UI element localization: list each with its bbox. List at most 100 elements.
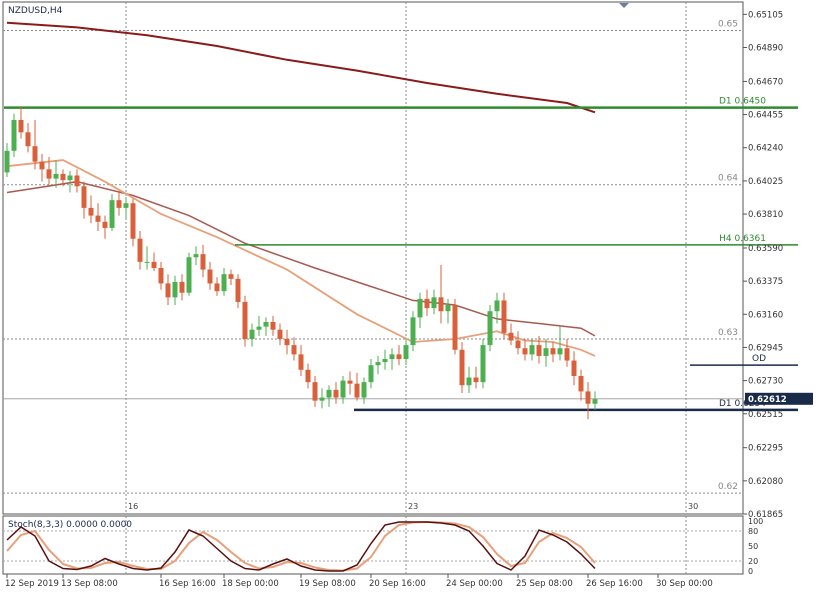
candle xyxy=(81,181,87,219)
candle xyxy=(550,342,556,363)
price-tick-label: 0.64890 xyxy=(748,43,783,53)
stoch-main-line xyxy=(6,521,596,572)
candle-body xyxy=(459,349,465,386)
candle xyxy=(270,315,276,336)
time-tick-label: 19 Sep 08:00 xyxy=(299,579,356,589)
candle-body xyxy=(445,305,451,312)
candle xyxy=(4,143,10,178)
candle-body xyxy=(431,297,437,309)
candle xyxy=(459,342,465,393)
candle-body xyxy=(200,254,206,270)
candle-body xyxy=(298,354,304,370)
candle-body xyxy=(144,261,150,263)
candle xyxy=(39,153,45,182)
candle-body xyxy=(130,203,136,239)
candle xyxy=(74,169,80,193)
candle-body xyxy=(508,332,514,341)
candle-body xyxy=(515,340,521,349)
price-tick-label: 0.61865 xyxy=(748,510,783,520)
candle-body xyxy=(494,300,500,312)
time-tick-label: 25 Sep 08:00 xyxy=(516,579,573,589)
candle-body xyxy=(326,389,332,398)
ma-slow-line xyxy=(6,21,596,114)
candle xyxy=(501,292,507,339)
candle-body xyxy=(60,173,66,181)
stoch-tick-label: 20 xyxy=(748,557,758,566)
round-level-label: 0.65 xyxy=(718,20,738,30)
candle-body xyxy=(151,261,157,269)
candle-body xyxy=(452,305,458,350)
candle xyxy=(53,160,59,188)
candle xyxy=(256,315,262,336)
candle-body xyxy=(473,377,479,383)
price-tick-label: 0.62295 xyxy=(748,444,783,454)
candle-body xyxy=(529,345,535,355)
candle xyxy=(333,382,339,404)
round-level-label: 0.63 xyxy=(718,328,738,338)
candle xyxy=(438,264,444,324)
candle xyxy=(116,190,122,216)
candle-body xyxy=(207,269,213,284)
candle xyxy=(151,252,157,272)
candle-body xyxy=(263,322,269,327)
candle xyxy=(564,338,570,367)
candle xyxy=(326,385,332,407)
candle xyxy=(410,311,416,352)
candle xyxy=(508,323,514,346)
candle xyxy=(214,277,220,296)
candle xyxy=(396,345,402,366)
candle-body xyxy=(102,221,108,228)
candle xyxy=(368,359,374,389)
candle-body xyxy=(382,359,388,363)
candle-body xyxy=(319,397,325,401)
price-tick-label: 0.65105 xyxy=(748,10,783,20)
price-axis: 0.65105 0.64890 0.64670 0.64455 0.64240 0.640… xyxy=(743,10,813,520)
candle xyxy=(515,331,521,355)
candle-body xyxy=(249,329,255,339)
current-price-label: 0.62612 xyxy=(748,395,787,405)
candle xyxy=(25,123,31,153)
candle-body xyxy=(522,348,528,355)
candle-body xyxy=(305,369,311,383)
candle-body xyxy=(361,382,367,398)
candle xyxy=(403,338,409,366)
candle-body xyxy=(403,345,409,360)
candle-body xyxy=(312,382,318,401)
candle-body xyxy=(67,175,73,181)
candle xyxy=(228,269,234,285)
candle xyxy=(305,363,311,389)
chart-shift-marker-icon[interactable] xyxy=(619,3,629,8)
candle xyxy=(389,348,395,370)
candle xyxy=(11,113,17,157)
candle-body xyxy=(214,283,220,292)
price-tick-label: 0.62515 xyxy=(748,410,783,420)
candle-body xyxy=(347,380,353,384)
price-tick-label: 0.62945 xyxy=(748,343,783,353)
candle xyxy=(172,275,178,306)
candle-body xyxy=(340,380,346,398)
price-tick-label: 0.64455 xyxy=(748,111,783,121)
candle-body xyxy=(592,399,598,404)
candle-body xyxy=(354,383,360,398)
candle-body xyxy=(116,200,122,208)
candle xyxy=(221,268,227,296)
ma-fast-line xyxy=(6,159,596,357)
candle-body xyxy=(564,348,570,361)
round-level-label: 0.62 xyxy=(718,482,738,492)
moving-averages xyxy=(6,21,596,357)
candle xyxy=(298,345,304,376)
candle-body xyxy=(256,326,262,330)
candle xyxy=(165,274,171,306)
stoch-tick-label: 50 xyxy=(748,542,758,551)
candle xyxy=(375,355,381,375)
candle xyxy=(487,305,493,352)
candle xyxy=(186,252,192,296)
candle-body xyxy=(389,354,395,360)
candle-body xyxy=(228,274,234,279)
candle-body xyxy=(368,365,374,383)
time-tick-label: 18 Sep 00:00 xyxy=(222,579,279,589)
candle-body xyxy=(95,215,101,222)
candle-body xyxy=(424,298,430,309)
